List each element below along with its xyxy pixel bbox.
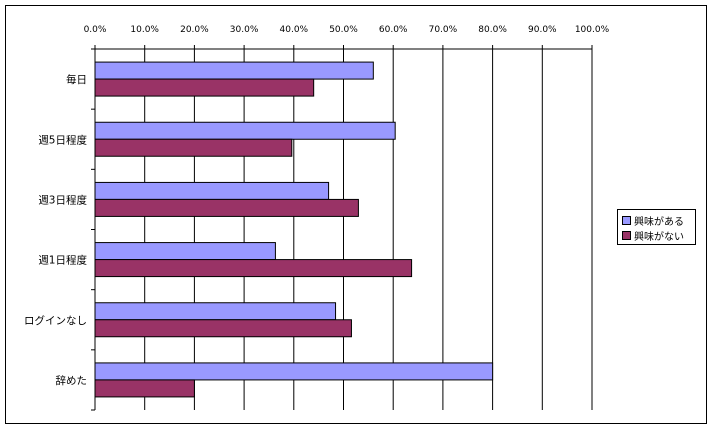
bar-interested [94,302,337,321]
category-label: 辞めた [56,374,88,387]
bar-interested [94,362,494,381]
category-label: 毎日 [66,73,87,86]
x-tick-label: 20.0% [180,25,209,35]
legend-item-interested: 興味がある [622,213,695,228]
x-tick-label: 100.0% [575,25,610,35]
bar-interested [94,121,396,140]
legend-label-interested: 興味がある [634,217,684,228]
legend: 興味がある 興味がない [617,209,696,245]
bar-not-interested [94,319,352,338]
x-tick-label: 0.0% [84,25,107,35]
x-tick-label: 40.0% [280,25,309,35]
bar-not-interested [94,78,315,97]
bar-not-interested [94,259,413,278]
gridlines [144,49,593,410]
bar-interested [94,61,374,80]
bar-not-interested [94,379,195,398]
x-tick-label: 90.0% [528,25,557,35]
category-label: ログインなし [24,314,87,327]
x-tick-label: 60.0% [379,25,408,35]
category-label: 週5日程度 [38,133,87,146]
bars [94,61,494,398]
legend-label-not-interested: 興味がない [634,232,684,243]
x-tick-labels: 0.0% 10.0% 20.0% 30.0% 40.0% 50.0% 60.0% 70.0% 8… [84,25,610,35]
legend-swatch-interested [622,216,631,225]
bar-interested [94,242,276,261]
bar-not-interested [94,198,359,217]
legend-swatch-not-interested [622,231,631,240]
category-label: 週1日程度 [38,254,87,267]
legend-item-not-interested: 興味がない [622,228,695,243]
axes [91,45,593,411]
x-tick-label: 10.0% [130,25,159,35]
x-tick-label: 50.0% [329,25,358,35]
x-tick-label: 70.0% [429,25,458,35]
x-tick-label: 30.0% [230,25,259,35]
category-label: 週3日程度 [38,193,87,206]
x-tick-label: 80.0% [478,25,507,35]
bar-not-interested [94,138,293,157]
bar-interested [94,181,330,200]
